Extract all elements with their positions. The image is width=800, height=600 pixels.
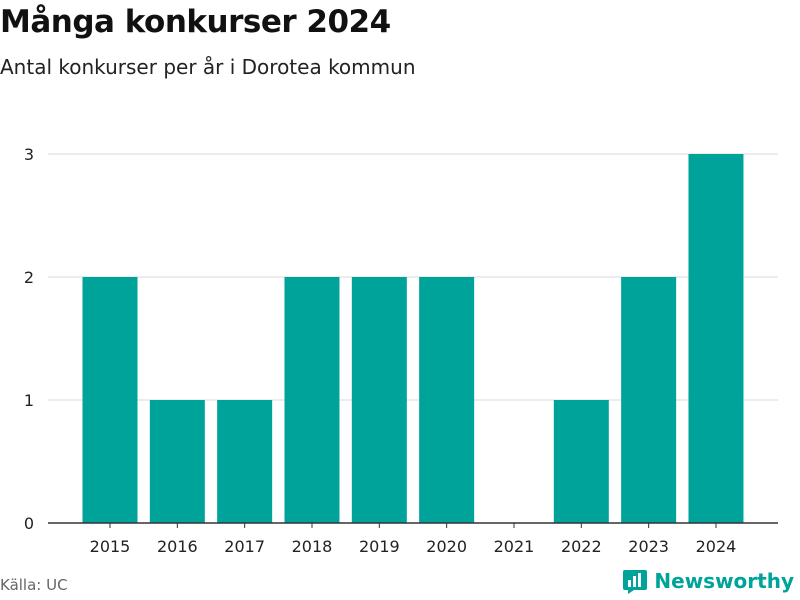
newsworthy-icon [623,570,648,594]
x-tick-label: 2015 [90,537,131,556]
bar-2024 [688,154,744,523]
x-tick-label: 2017 [224,537,265,556]
bar-2023 [621,277,677,523]
bar-2015 [82,277,138,523]
x-tick-label: 2021 [494,537,535,556]
newsworthy-logo: Newsworthy [622,568,794,594]
bar-2022 [553,400,609,523]
x-tick-label: 2024 [696,537,737,556]
chart-title: Många konkurser 2024 [0,4,391,40]
y-tick-labels: 0 1 2 3 [24,145,34,533]
x-tick-label: 2016 [157,537,198,556]
x-tick-label: 2018 [292,537,333,556]
x-tick-label: 2022 [561,537,602,556]
y-tick-label: 0 [24,514,34,533]
y-tick-label: 2 [24,268,34,287]
x-tick-label: 2020 [426,537,467,556]
bar-2019 [351,277,407,523]
bar-2020 [419,277,475,523]
source-note: Källa: UC [0,576,68,594]
bars [82,154,744,523]
x-tick-label: 2023 [628,537,669,556]
x-tick-label: 2019 [359,537,400,556]
y-tick-label: 1 [24,391,34,410]
bar-2018 [284,277,340,523]
x-tick-labels: 2015 2016 2017 2018 2019 2020 2021 2022 2023 2024 [90,523,737,556]
bar-2016 [149,400,205,523]
brand-name: Newsworthy [654,569,794,593]
chart-subtitle: Antal konkurser per år i Dorotea kommun [0,55,416,79]
bar-2017 [217,400,273,523]
y-tick-label: 3 [24,145,34,164]
